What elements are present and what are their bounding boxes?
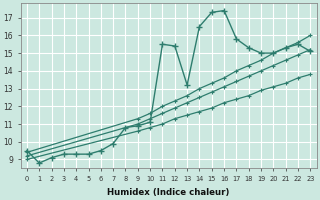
X-axis label: Humidex (Indice chaleur): Humidex (Indice chaleur) [108, 188, 230, 197]
